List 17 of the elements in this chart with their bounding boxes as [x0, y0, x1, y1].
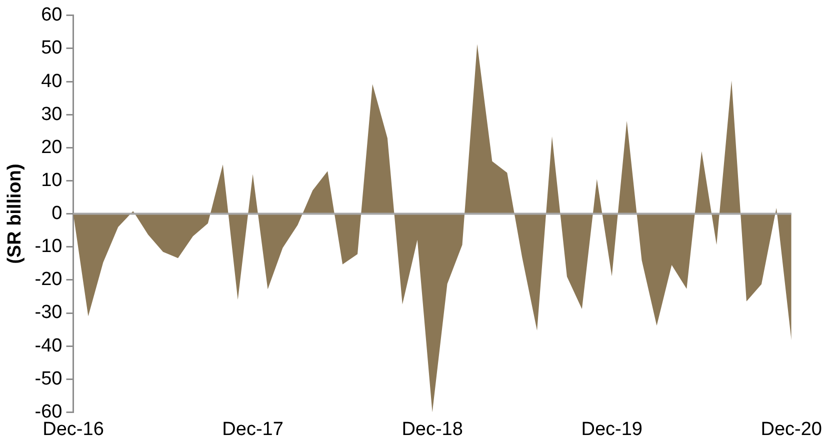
y-tick-label: -50 — [34, 368, 62, 390]
y-tick-label: 50 — [41, 38, 62, 59]
y-tick-label: -30 — [34, 302, 62, 324]
x-tick-label: Dec-17 — [222, 418, 284, 440]
y-tick-label: -40 — [34, 335, 62, 356]
y-tick-label: 20 — [41, 136, 62, 158]
x-tick-label: Dec-19 — [581, 418, 642, 440]
y-tick-label: 0 — [52, 203, 62, 224]
y-tick-label: -20 — [34, 269, 62, 290]
y-tick-label: 40 — [41, 70, 62, 92]
x-tick-label: Dec-20 — [760, 418, 822, 440]
x-tick-label: Dec-18 — [402, 418, 463, 440]
y-tick-label: 30 — [41, 104, 62, 125]
y-tick-label: 10 — [41, 170, 62, 191]
y-tick-label: 60 — [41, 4, 62, 26]
y-tick-label: -10 — [34, 236, 62, 258]
y-axis-title: (SR billion) — [4, 164, 26, 264]
